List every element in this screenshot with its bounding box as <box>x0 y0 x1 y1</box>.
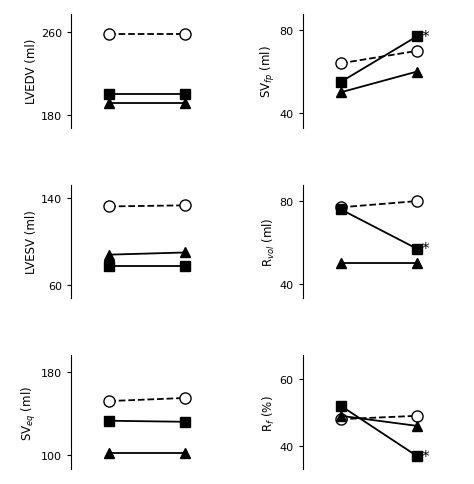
Y-axis label: LVEDV (ml): LVEDV (ml) <box>25 39 38 104</box>
Y-axis label: SV$_{eq}$ (ml): SV$_{eq}$ (ml) <box>20 385 38 440</box>
Y-axis label: R$_{vol}$ (ml): R$_{vol}$ (ml) <box>261 217 277 267</box>
Y-axis label: R$_{f}$ (%): R$_{f}$ (%) <box>261 394 277 431</box>
Y-axis label: SV$_{fp}$ (ml): SV$_{fp}$ (ml) <box>259 45 277 98</box>
Text: *: * <box>421 242 429 257</box>
Text: *: * <box>421 449 429 464</box>
Text: *: * <box>421 30 429 45</box>
Y-axis label: LVESV (ml): LVESV (ml) <box>25 210 38 274</box>
